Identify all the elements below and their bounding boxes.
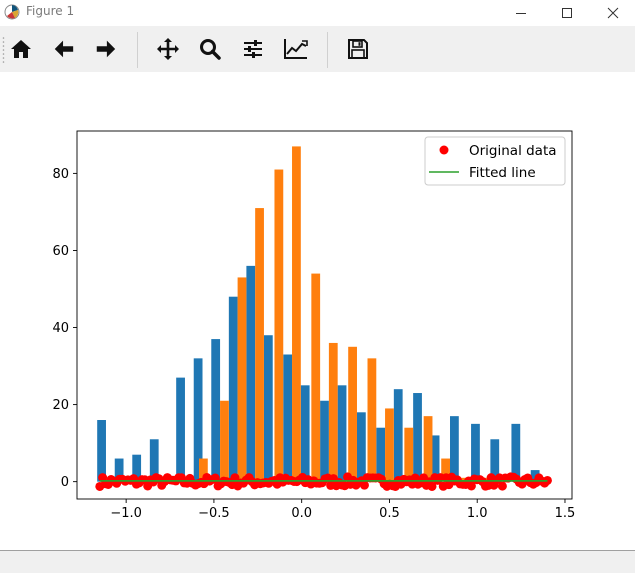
bar-series-2-7: [311, 273, 321, 482]
bar-series-1-20: [450, 416, 459, 482]
bar-series-1-13: [320, 400, 329, 482]
edit-axis-button[interactable]: [281, 34, 311, 64]
bar-series-2-10: [367, 358, 377, 482]
toolbar-separator: [137, 32, 138, 68]
minimize-icon: [516, 13, 526, 14]
bar-series-2-6: [292, 146, 301, 482]
bar-series-1-3: [132, 454, 142, 482]
bar-series-2-12: [404, 427, 414, 482]
y-tick-label: 80: [52, 167, 69, 182]
bar-series-2-14: [441, 458, 451, 482]
window-title: Figure 1: [26, 4, 75, 18]
bar-series-1-8: [228, 296, 238, 482]
arrow-left-icon: [54, 40, 74, 58]
bar-series-2-2: [220, 400, 229, 482]
forward-button[interactable]: [91, 34, 121, 64]
original-data-point: [230, 473, 240, 483]
axes-frame: [76, 130, 573, 500]
status-bar: [0, 550, 635, 573]
bar-series-1-15: [356, 412, 366, 482]
legend-box: [424, 136, 566, 186]
x-tick-label: 0.5: [379, 506, 400, 521]
y-tick-label: 0: [61, 475, 69, 490]
legend-marker-original-data: [439, 145, 449, 155]
floppy-disk-icon: [348, 39, 368, 59]
maximize-icon: [562, 8, 572, 18]
bar-series-1-12: [300, 385, 310, 482]
bar-series-1-17: [393, 389, 403, 482]
bar-series-1-10: [263, 335, 273, 482]
bar-series-2-5: [274, 169, 284, 482]
bar-series-1-21: [471, 423, 480, 482]
chart: −1.0 −0.5 0.0 0.5 1.0 1.5 0 20 40 60 80 Original d…: [52, 130, 576, 521]
bar-series-1-14: [337, 385, 347, 482]
original-data-point: [542, 475, 552, 485]
figure-canvas[interactable]: −1.0 −0.5 0.0 0.5 1.0 1.5 0 20 40 60 80 Original d…: [0, 72, 635, 550]
line-chart-icon: [284, 39, 308, 59]
bar-series-1-16: [376, 427, 386, 482]
x-tick-label: −1.0: [110, 506, 142, 521]
bar-series-1-19: [430, 435, 440, 482]
y-tick-label: 40: [52, 321, 69, 336]
close-button[interactable]: [590, 0, 635, 26]
bar-series-1-23: [511, 423, 521, 482]
original-data-point: [359, 480, 369, 490]
y-tick-label: 60: [52, 244, 69, 259]
bar-series-1-7: [211, 339, 221, 482]
pan-button[interactable]: [153, 34, 183, 64]
original-data-point: [466, 481, 476, 491]
back-button[interactable]: [49, 34, 79, 64]
bar-series-2-13: [423, 416, 433, 482]
toolbar-grip-icon: [2, 37, 5, 63]
bar-series-2-3: [237, 277, 247, 482]
legend-label-original-data: Original data: [469, 143, 557, 159]
navigation-toolbar: [0, 26, 635, 72]
close-icon: [607, 7, 619, 19]
x-tick-label: 1.5: [555, 506, 576, 521]
zoom-button[interactable]: [195, 34, 225, 64]
home-icon: [11, 40, 31, 58]
save-button[interactable]: [343, 34, 373, 64]
original-data-point: [497, 481, 507, 491]
legend: Original data Fitted line: [424, 136, 566, 186]
maximize-button[interactable]: [544, 0, 590, 26]
x-tick-label: −0.5: [198, 506, 230, 521]
bar-series-2-9: [348, 346, 357, 482]
bar-series-1-18: [413, 393, 422, 482]
original-data-point: [427, 481, 437, 491]
x-tick-label: 0.0: [291, 506, 312, 521]
bar-series-1-9: [246, 265, 256, 482]
title-bar: Figure 1: [0, 0, 635, 26]
bar-series-2-1: [198, 458, 208, 482]
home-button[interactable]: [6, 34, 36, 64]
matplotlib-logo-icon: [4, 4, 20, 20]
bar-series-1-5: [176, 377, 185, 482]
arrow-right-icon: [96, 40, 116, 58]
bar-series-1-11: [283, 354, 293, 482]
bar-series-2-8: [328, 342, 338, 482]
bar-series-1-1: [97, 420, 106, 482]
legend-label-fitted-line: Fitted line: [469, 165, 536, 181]
x-tick-label: 1.0: [467, 506, 488, 521]
y-tick-label: 20: [52, 398, 69, 413]
toolbar-separator: [327, 32, 328, 68]
minimize-button[interactable]: [498, 0, 544, 26]
sliders-icon: [244, 40, 262, 58]
magnifier-icon: [200, 39, 221, 60]
bar-series-1-4: [149, 439, 159, 482]
bar-series-1-22: [490, 439, 500, 482]
bar-series-2-4: [255, 208, 264, 482]
bar-series-2-11: [385, 408, 394, 482]
bar-series-1-2: [114, 458, 124, 482]
move-icon: [157, 38, 179, 60]
bar-series-1-6: [193, 358, 203, 482]
configure-subplots-button[interactable]: [238, 34, 268, 64]
